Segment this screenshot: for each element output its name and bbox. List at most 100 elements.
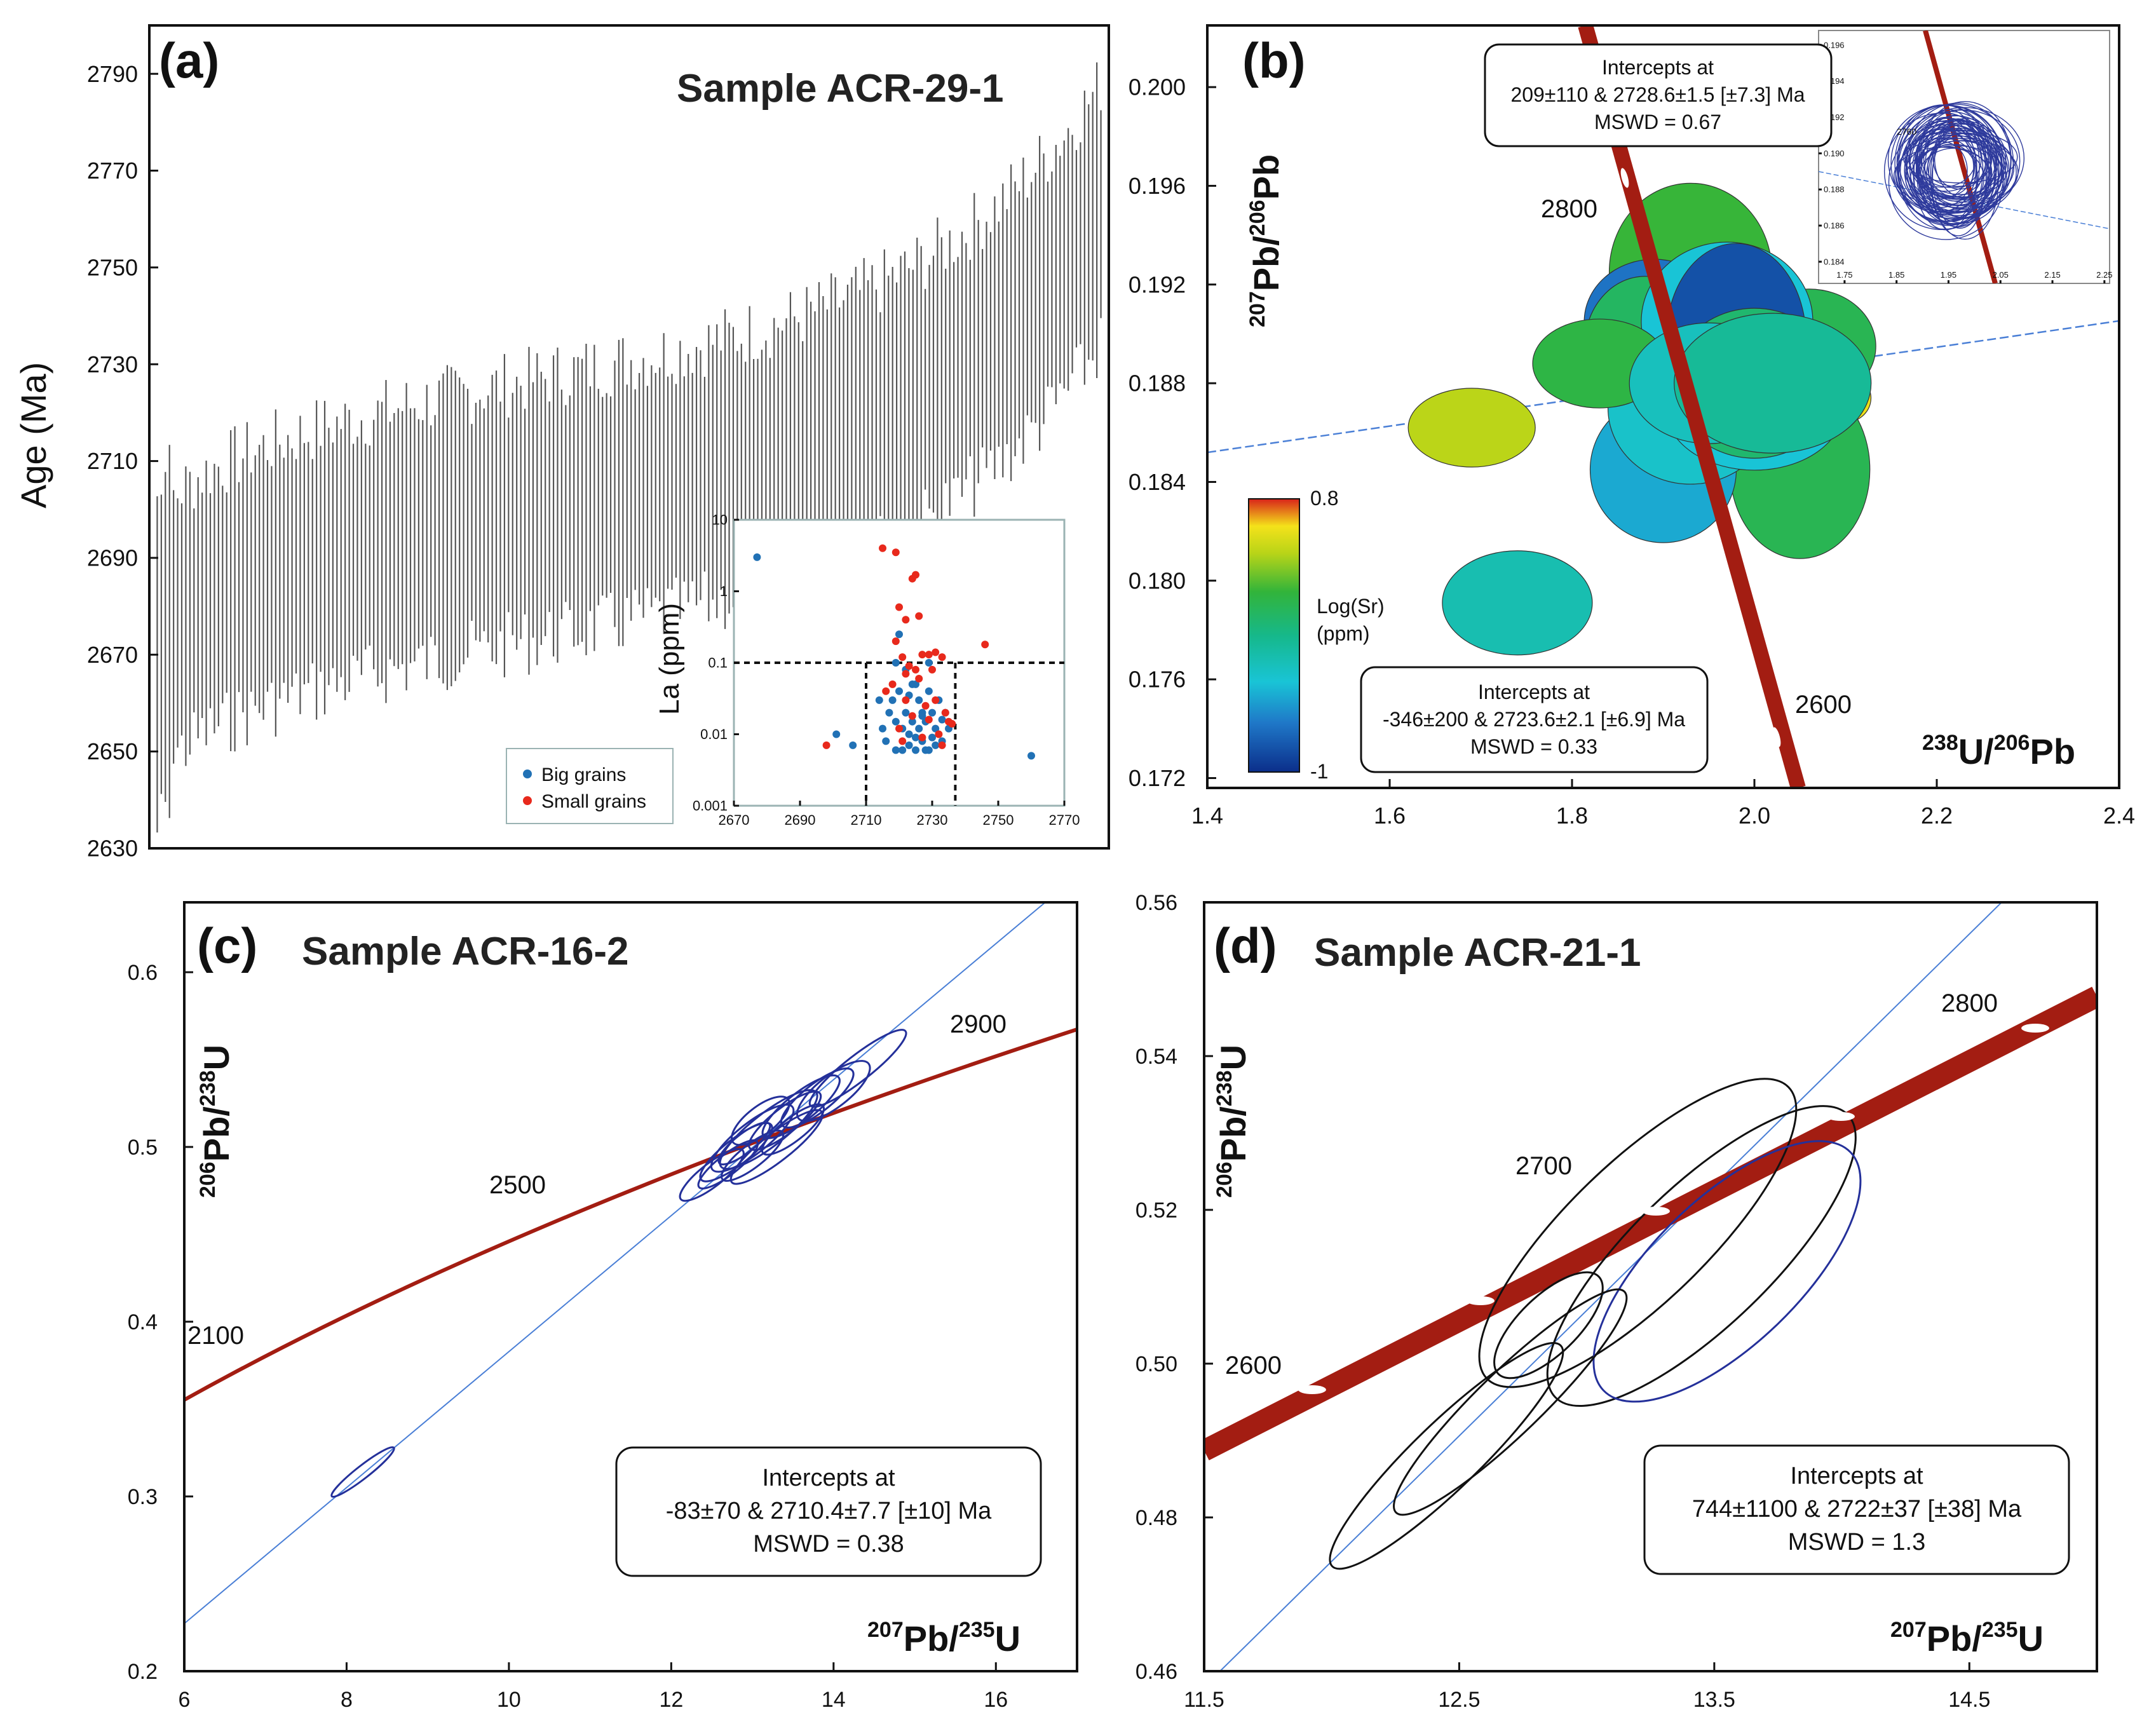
x-tick-label: 16 (984, 1688, 1008, 1712)
big-grain-point (849, 741, 857, 749)
panel-d-ylabel: 206Pb/238U (1212, 1045, 1253, 1198)
inset-ellipse (1897, 112, 1991, 230)
inset-intercept-box (1484, 43, 1833, 147)
x-tick-label: 2730 (917, 812, 948, 828)
panel-d-intercept-box: Intercepts at 744±1100 & 2722±37 [±38] M… (1643, 1444, 2070, 1575)
big-grain-point (875, 696, 883, 704)
small-grain-point (918, 733, 926, 742)
big-grain-point (908, 717, 916, 726)
legend-big-label: Big grains (541, 764, 626, 785)
big-grain-point (925, 687, 933, 695)
x-tick-label: 2.15 (2044, 270, 2060, 280)
small-grain-point (925, 715, 933, 724)
small-grain-point (888, 680, 897, 688)
small-grain-point (915, 612, 923, 620)
y-tick-label: 2730 (87, 351, 138, 377)
y-tick-label: 0.190 (1824, 149, 1845, 158)
x-tick-label: 12.5 (1438, 1688, 1480, 1712)
panel-d-frame (1203, 901, 2098, 1672)
y-tick-label: 0.196 (1824, 40, 1845, 50)
y-tick-label: 0.176 (1129, 667, 1186, 693)
panel-b: 0.172 0.176 0.180 0.184 0.188 0.192 0.196 0.200… (1129, 24, 2135, 829)
x-tick-label: 1.8 (1556, 803, 1588, 829)
y-tick-label: 0.188 (1824, 185, 1845, 194)
y-tick-label: 2750 (87, 254, 138, 280)
x-tick-label: 2710 (851, 812, 882, 828)
big-grain-point (928, 709, 936, 717)
y-tick-label: 0.200 (1129, 74, 1186, 100)
y-tick-label: 0.180 (1129, 567, 1186, 593)
intercept-line3: MSWD = 1.3 (1788, 1529, 1925, 1556)
concordia-age-2600: 2600 (1225, 1352, 1282, 1380)
intercept-line2: -83±70 & 2710.4±7.7 [±10] Ma (666, 1498, 992, 1524)
panel-b-frame (1206, 24, 2120, 789)
inset-ellipse (1909, 127, 1982, 192)
intercept-line1: Intercepts at (1790, 1463, 1923, 1489)
y-tick-label: 0.001 (693, 798, 728, 814)
colorbar-gradient (1248, 498, 1300, 773)
x-tick-label: 2.4 (2103, 803, 2135, 829)
x-tick-label: 2750 (983, 812, 1014, 828)
analysis-ellipse (1592, 1140, 1862, 1403)
inset-intercept-line3: MSWD = 0.67 (1594, 111, 1721, 133)
panel-b-letter: (b) (1242, 32, 1306, 88)
big-grain-point (928, 733, 936, 742)
y-tick-label: 2650 (87, 738, 138, 764)
big-grain-point (891, 659, 900, 667)
concordia-age-2500: 2500 (489, 1171, 546, 1199)
sr-ellipse (1407, 388, 1536, 468)
big-grain-point (888, 696, 897, 704)
analysis-ellipse (1329, 1342, 1564, 1570)
x-tick-label: 1.75 (1836, 270, 1852, 280)
concordia-age-marker (1298, 1385, 1326, 1394)
colorbar-min: -1 (1310, 760, 1328, 783)
panel-a-frame (148, 24, 1110, 850)
small-grain-point (915, 674, 923, 682)
y-tick-label: 10 (712, 512, 728, 528)
big-grain-point (932, 741, 940, 749)
panel-d-title: Sample ACR-21-1 (1314, 931, 1641, 975)
y-tick-label: 0.54 (1136, 1045, 1177, 1069)
intercept-line1: Intercepts at (762, 1465, 895, 1491)
panel-c-plot (184, 902, 1077, 1624)
big-grain-point (882, 737, 890, 745)
panel-c-xlabel: 207Pb/235U (867, 1618, 1020, 1658)
inset-ylabel: La (ppm) (654, 603, 685, 715)
sr-ellipses (1407, 182, 1876, 656)
big-grain-point (1027, 752, 1035, 760)
panel-c-title: Sample ACR-16-2 (302, 930, 629, 973)
concordia-age-2900: 2900 (950, 1010, 1007, 1038)
discordia-line (184, 902, 1046, 1624)
big-grain-point (925, 659, 933, 667)
y-tick-label: 0.186 (1824, 221, 1845, 231)
concordia-curve (184, 1027, 1077, 1402)
big-grain-point (918, 712, 926, 720)
big-grain-point (912, 746, 919, 754)
x-tick-label: 11.5 (1184, 1688, 1224, 1712)
analysis-ellipse (697, 1139, 759, 1190)
panel-b-plot (1207, 25, 2119, 788)
inset-ellipse (1916, 144, 1993, 200)
x-tick-label: 1.4 (1191, 803, 1223, 829)
analysis-ellipse (1493, 1271, 1604, 1380)
intercept-line2: -346±200 & 2723.6±2.1 [±6.9] Ma (1383, 708, 1685, 731)
panel-a-letter: (a) (159, 32, 219, 88)
panel-c: 0.2 0.3 0.4 0.5 0.6 6 8 10 12 14 16 (c) Sample ACR… (128, 901, 1078, 1712)
panel-b-intercept-box: Intercepts at -346±200 & 2723.6±2.1 [±6.… (1360, 666, 1709, 773)
colorbar-max: 0.8 (1310, 487, 1338, 510)
big-grain-point (905, 741, 913, 749)
big-grain-point (912, 680, 919, 688)
y-tick-label: 2690 (87, 545, 138, 571)
x-tick-label: 2690 (785, 812, 816, 828)
y-tick-label: 0.52 (1136, 1198, 1177, 1223)
y-tick-label: 2630 (87, 836, 138, 862)
panel-d-letter: (d) (1214, 918, 1277, 973)
inset-discordia (1819, 171, 2110, 229)
intercept-box-frame (1643, 1444, 2070, 1575)
small-grain-point (935, 730, 943, 738)
big-grain-point (832, 730, 841, 738)
panel-d: 0.46 0.48 0.50 0.52 0.54 0.56 11.5 12.5 13.5 14.5… (1136, 891, 2098, 1712)
y-tick-label: 0.4 (128, 1310, 158, 1334)
x-tick-label: 8 (341, 1688, 353, 1712)
y-tick-label: 0.192 (1129, 271, 1186, 297)
